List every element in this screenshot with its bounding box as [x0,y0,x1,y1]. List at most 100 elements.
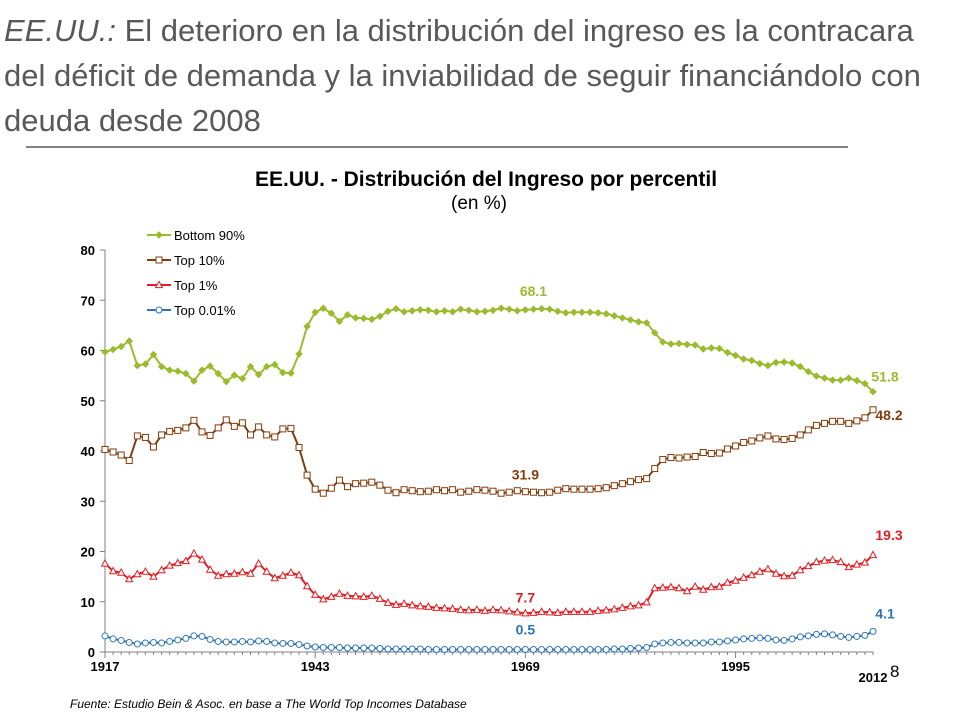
data-point [700,450,706,456]
data-point [749,357,755,363]
data-point [579,309,585,315]
data-point [603,311,609,317]
data-point [781,359,787,365]
data-point [579,646,585,652]
data-point [256,638,262,644]
series-top-0-01- [102,628,876,652]
data-point [579,486,585,492]
data-point [805,427,811,433]
data-point [749,438,755,444]
data-point [668,455,674,461]
data-point [635,319,641,325]
data-point [741,636,747,642]
data-point [555,646,561,652]
data-point [506,489,512,495]
data-point [336,477,342,483]
data-point [498,305,504,311]
data-point [223,417,229,423]
x-tick-label: 1917 [91,659,120,674]
data-point [336,590,343,596]
data-point [716,450,722,456]
slide-title-prefix: EE.UU.: [4,13,116,48]
data-point [765,433,771,439]
data-point [627,645,633,651]
data-point [846,375,852,381]
x-tick-label: 2012 [859,670,888,685]
data-point [142,434,148,440]
data-point [151,639,157,645]
data-point [110,346,116,352]
data-label: 4.1 [875,605,895,621]
data-point [433,646,439,652]
data-point [870,628,876,634]
data-point [595,486,601,492]
data-point [417,307,423,313]
data-point [102,633,108,639]
data-point [183,635,189,641]
data-point [118,637,124,643]
legend-label: Bottom 90% [174,228,245,243]
data-point [765,362,771,368]
data-point [442,646,448,652]
data-point [207,432,213,438]
data-point [280,640,286,646]
series-line [105,554,873,614]
data-point [587,486,593,492]
legend-label: Top 10% [174,253,225,268]
data-label: 48.2 [875,407,902,423]
data-point [821,375,827,381]
data-point [676,340,682,346]
legend-swatch-marker [156,307,162,313]
data-point [255,560,262,566]
data-point [393,306,399,312]
data-point [587,309,593,315]
data-point [474,487,480,493]
data-point [207,636,213,642]
data-point [514,646,520,652]
legend-item: Bottom 90% [147,228,245,243]
data-point [191,550,198,556]
data-point [652,466,658,472]
data-point [530,306,536,312]
data-point [288,640,294,646]
data-point [813,631,819,637]
data-point [838,633,844,639]
data-point [199,429,205,435]
data-point [870,551,877,557]
data-point [296,444,302,450]
data-point [272,434,278,440]
data-point [789,636,795,642]
data-point [142,640,148,646]
data-point [627,479,633,485]
data-point [126,458,132,464]
legend-swatch-marker [156,257,162,263]
data-point [555,308,561,314]
data-point [708,639,714,645]
data-point [821,420,827,426]
data-point [256,424,262,430]
legend-label: Top 0.01% [174,303,236,318]
data-point [708,451,714,457]
data-point [781,436,787,442]
data-point [304,472,310,478]
data-point [522,489,528,495]
data-point [538,306,544,312]
data-point [636,645,642,651]
data-point [636,477,642,483]
data-point [458,306,464,312]
data-point [757,435,763,441]
data-point [288,370,294,376]
series-bottom-90- [102,305,876,395]
data-point [248,432,254,438]
data-point [563,310,569,316]
data-point [547,489,553,495]
data-label: 19.3 [875,527,902,543]
data-point [288,425,294,431]
series-top-10- [102,407,876,496]
data-point [458,646,464,652]
data-point [175,427,181,433]
data-point [514,308,520,314]
data-point [724,446,730,452]
data-point [215,425,221,431]
y-tick-label: 0 [88,645,95,660]
